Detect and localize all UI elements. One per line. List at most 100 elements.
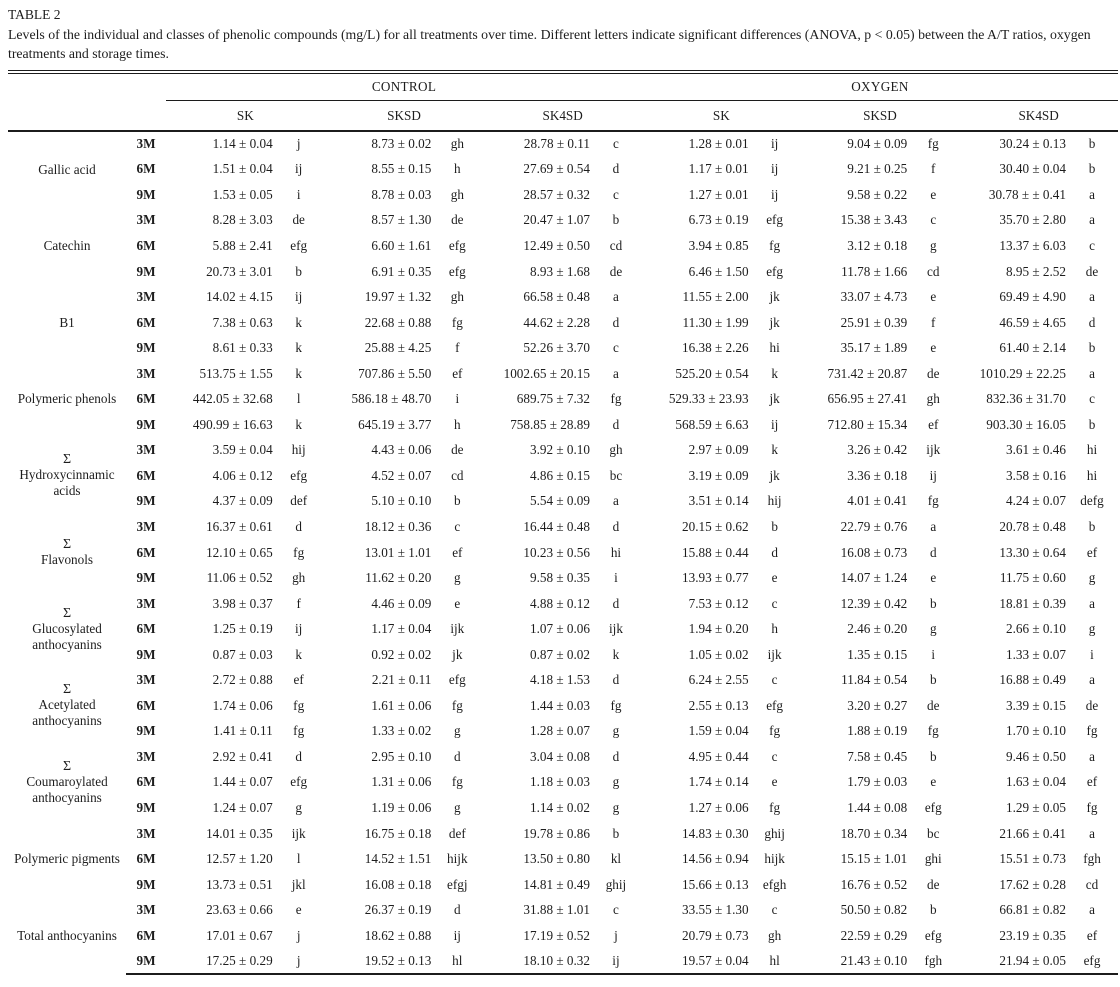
compound-name: Polymeric phenols [17, 391, 117, 407]
cell-significance-letter: d [612, 595, 620, 611]
cell-value: 442.05 ± 32.68 [192, 391, 273, 407]
cell-value: 0.87 ± 0.02 [529, 646, 590, 662]
cell-value: 8.73 ± 0.02 [371, 136, 432, 152]
compound-name: Catechin [43, 237, 91, 253]
cell-significance-letter: def [290, 493, 308, 509]
data-cell: 20.79 ± 0.73 gh [642, 923, 801, 949]
cell-value: 4.52 ± 0.07 [371, 467, 432, 483]
data-cell: 5.10 ± 0.10 b [325, 489, 484, 515]
cell-significance-letter: a [1089, 825, 1095, 841]
cell-value: 2.72 ± 0.88 [212, 672, 273, 688]
storage-time-cell: 9M [136, 570, 156, 586]
cell-value: 35.70 ± 2.80 [999, 212, 1066, 228]
data-cell: 14.07 ± 1.24 e [801, 565, 960, 591]
compound-label: Polymeric pigments [8, 821, 126, 898]
cell-value: 16.75 ± 0.18 [364, 825, 432, 841]
data-cell: 712.80 ± 15.34 ef [801, 412, 960, 438]
data-cell: 17.01 ± 0.67 j [166, 923, 325, 949]
cell-value: 3.51 ± 0.14 [688, 493, 749, 509]
cell-value: 6.46 ± 1.50 [688, 263, 749, 279]
cell-significance-letter: g [1088, 570, 1096, 586]
cell-significance-letter: ij [295, 161, 303, 177]
compound-label: Catechin [8, 208, 126, 285]
data-cell: 18.12 ± 0.36 c [325, 514, 484, 540]
data-cell: 3.51 ± 0.14 hij [642, 489, 801, 515]
cell-value: 1002.65 ± 20.15 [503, 365, 590, 381]
cell-value: 15.51 ± 0.73 [999, 851, 1066, 867]
data-cell: 15.88 ± 0.44 d [642, 540, 801, 566]
cell-significance-letter: i [296, 186, 301, 202]
cell-significance-letter: fg [451, 314, 463, 330]
cell-value: 1.25 ± 0.19 [212, 621, 273, 637]
cell-significance-letter: a [1089, 595, 1095, 611]
cell-significance-letter: g [612, 723, 620, 739]
cell-value: 30.24 ± 0.13 [999, 136, 1066, 152]
storage-time-cell: 6M [136, 467, 156, 483]
cell-value: 1.79 ± 0.03 [847, 774, 908, 790]
cell-significance-letter: fgh [924, 952, 943, 968]
table-row: 6M 442.05 ± 32.68 l 586.18 ± 48.70 i 689.7… [8, 386, 1118, 412]
cell-significance-letter: d [612, 748, 620, 764]
data-cell: 15.51 ± 0.73 fgh [959, 846, 1118, 872]
cell-significance-letter: gh [768, 927, 782, 943]
cell-significance-letter: j [296, 136, 301, 152]
data-cell: 16.88 ± 0.49 a [959, 667, 1118, 693]
cell-significance-letter: hijk [447, 851, 468, 867]
data-cell: 731.42 ± 20.87 de [801, 361, 960, 387]
cell-significance-letter: e [930, 774, 937, 790]
cell-significance-letter: fg [769, 723, 781, 739]
cell-value: 18.62 ± 0.88 [364, 927, 432, 943]
storage-time-cell: 3M [136, 672, 156, 688]
cell-significance-letter: de [292, 212, 305, 228]
cell-value: 656.95 ± 27.41 [827, 391, 908, 407]
cell-significance-letter: h [454, 161, 461, 177]
cell-significance-letter: bc [927, 825, 940, 841]
cell-value: 5.54 ± 0.09 [529, 493, 590, 509]
data-cell: 9.58 ± 0.22 e [801, 182, 960, 208]
storage-time-cell: 6M [136, 621, 156, 637]
cell-value: 6.73 ± 0.19 [688, 212, 749, 228]
cell-significance-letter: efg [448, 263, 466, 279]
cell-significance-letter: d [1088, 314, 1096, 330]
data-cell: 1.63 ± 0.04 ef [959, 770, 1118, 796]
cell-value: 731.42 ± 20.87 [827, 365, 908, 381]
storage-time-cell: 3M [136, 289, 156, 305]
cell-significance-letter: l [296, 851, 301, 867]
data-cell: 69.49 ± 4.90 a [959, 284, 1118, 310]
cell-significance-letter: fg [1086, 723, 1098, 739]
cell-significance-letter: a [1089, 365, 1095, 381]
cell-value: 1.44 ± 0.07 [212, 774, 273, 790]
data-cell: 22.79 ± 0.76 a [801, 514, 960, 540]
cell-value: 28.78 ± 0.11 [523, 136, 590, 152]
cell-value: 16.44 ± 0.48 [523, 518, 590, 534]
cell-significance-letter: efg [448, 672, 466, 688]
cell-value: 11.62 ± 0.20 [365, 570, 432, 586]
data-cell: 44.62 ± 2.28 d [483, 310, 642, 336]
cell-value: 8.93 ± 1.68 [529, 263, 590, 279]
cell-significance-letter: d [454, 748, 461, 764]
data-cell: 11.55 ± 2.00 jk [642, 284, 801, 310]
storage-time-cell: 6M [136, 697, 156, 713]
data-cell: 6.24 ± 2.55 c [642, 667, 801, 693]
cell-value: 23.19 ± 0.35 [999, 927, 1066, 943]
cell-value: 9.04 ± 0.09 [847, 136, 908, 152]
data-cell: 22.59 ± 0.29 efg [801, 923, 960, 949]
compound-name: Acetylated anthocyanins [32, 697, 102, 729]
cell-value: 9.58 ± 0.22 [847, 186, 908, 202]
cell-significance-letter: c [613, 340, 619, 356]
cell-significance-letter: k [771, 442, 778, 458]
cell-value: 1.33 ± 0.02 [371, 723, 432, 739]
cell-significance-letter: c [613, 186, 619, 202]
data-cell: 586.18 ± 48.70 i [325, 386, 484, 412]
data-cell: 707.86 ± 5.50 ef [325, 361, 484, 387]
cell-value: 6.91 ± 0.35 [371, 263, 432, 279]
table-row: Σ Coumaroylated anthocyanins 3M 2.92 ± 0… [8, 744, 1118, 805]
cell-value: 1.07 ± 0.06 [529, 621, 590, 637]
storage-time-cell: 9M [136, 799, 156, 815]
cell-value: 4.24 ± 0.07 [1006, 493, 1066, 509]
cell-significance-letter: j [296, 927, 301, 943]
data-cell: 13.37 ± 6.03 c [959, 233, 1118, 259]
data-cell: 13.73 ± 0.51 jkl [166, 872, 325, 898]
data-cell: 0.87 ± 0.02 k [483, 642, 642, 668]
data-cell: 7.58 ± 0.45 b [801, 744, 960, 770]
